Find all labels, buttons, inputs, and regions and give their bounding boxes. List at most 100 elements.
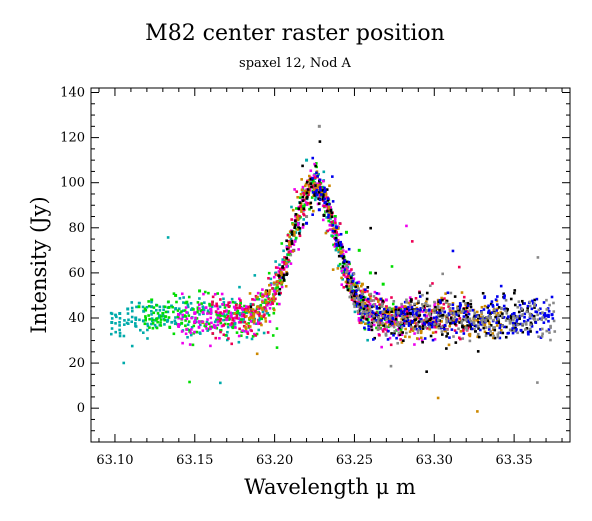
data-point [337,248,340,252]
data-point [296,222,300,225]
data-point [254,309,257,313]
data-point [189,308,193,311]
data-point [288,235,291,239]
data-point [283,259,287,262]
data-point [230,297,234,301]
data-point [345,285,348,288]
data-point [436,313,440,317]
data-point [327,205,331,209]
data-point [503,325,506,329]
data-point [405,331,408,335]
data-point [282,276,285,279]
data-point [452,319,456,323]
data-point [338,241,342,245]
data-point [150,322,153,326]
data-point [192,320,196,324]
data-point [349,285,353,288]
data-point [493,308,496,311]
data-point [535,297,539,301]
data-point [504,309,507,313]
data-point [466,304,470,307]
data-point [462,329,465,332]
data-point [429,311,433,314]
data-point [137,305,141,309]
data-point [497,313,500,317]
data-point [251,298,254,301]
data-point [253,274,257,277]
data-point [431,331,435,335]
data-point [504,319,508,322]
data-point [381,330,385,333]
data-point [390,310,393,313]
data-point [392,314,396,318]
data-point [525,310,528,314]
data-point [287,258,290,262]
data-point [353,303,356,307]
data-point [453,322,457,326]
data-point [514,315,518,319]
data-point [515,320,518,323]
data-point [122,323,126,326]
data-point [540,334,544,338]
data-point [335,239,338,242]
data-point [457,327,460,331]
data-point [516,331,519,335]
data-point [361,303,364,307]
data-point [245,336,249,339]
data-point [443,310,446,314]
data-point [396,323,400,327]
data-point [296,228,300,231]
data-point [227,322,230,326]
data-point [267,292,271,296]
data-point [237,340,241,344]
data-point [481,318,485,322]
data-point [311,177,314,180]
data-point [325,202,329,206]
data-point [222,297,225,301]
data-point [381,299,385,303]
data-point [337,264,340,268]
data-point [343,262,346,266]
data-point [400,315,404,318]
data-point [441,316,444,320]
data-point [341,245,344,249]
data-point [227,310,231,313]
data-point [466,315,470,319]
data-point [297,207,301,210]
data-point [315,185,319,189]
data-point [549,324,552,328]
data-point [552,301,555,305]
data-point [134,318,138,322]
data-point [485,332,489,335]
data-point [347,272,351,275]
data-point [384,305,388,309]
data-point [360,321,363,325]
data-point [395,329,398,332]
data-point [286,260,290,264]
data-point [464,326,468,330]
data-point [420,320,424,323]
data-point [384,306,388,310]
data-point [274,288,278,292]
data-point [335,246,338,250]
data-point [384,298,388,302]
data-point [202,306,205,310]
data-point [425,291,429,295]
data-point [518,303,522,307]
data-point [323,186,326,190]
data-point [513,303,517,307]
data-point [155,304,159,307]
x-tick-label: 63.10 [96,453,133,468]
data-point [243,320,247,324]
data-point [353,294,356,298]
data-point [387,329,390,333]
data-point [213,292,217,296]
data-point [127,318,130,322]
data-point [142,309,146,313]
data-point [274,260,277,263]
data-point [279,279,282,282]
data-point [254,294,258,298]
data-point [334,248,338,252]
data-point [314,164,317,168]
data-point [218,305,222,309]
